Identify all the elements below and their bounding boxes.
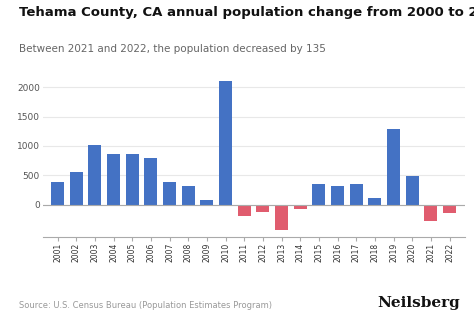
Bar [312,184,326,205]
Bar [331,186,344,205]
Bar [443,205,456,213]
Bar [256,205,269,212]
Text: Between 2021 and 2022, the population decreased by 135: Between 2021 and 2022, the population de… [19,44,326,54]
Bar [294,205,307,210]
Bar [182,186,195,205]
Text: Source: U.S. Census Bureau (Population Estimates Program): Source: U.S. Census Bureau (Population E… [19,301,272,310]
Bar [88,145,101,205]
Bar [368,198,382,205]
Bar [51,182,64,205]
Bar [107,154,120,205]
Bar [387,130,400,205]
Bar [70,172,83,205]
Text: Neilsberg: Neilsberg [377,296,460,310]
Bar [219,81,232,205]
Bar [201,200,213,205]
Bar [145,158,157,205]
Bar [163,182,176,205]
Bar [275,205,288,230]
Bar [238,205,251,216]
Bar [126,154,139,205]
Text: Tehama County, CA annual population change from 2000 to 2022: Tehama County, CA annual population chan… [19,6,474,19]
Bar [424,205,438,221]
Bar [406,176,419,205]
Bar [350,184,363,205]
